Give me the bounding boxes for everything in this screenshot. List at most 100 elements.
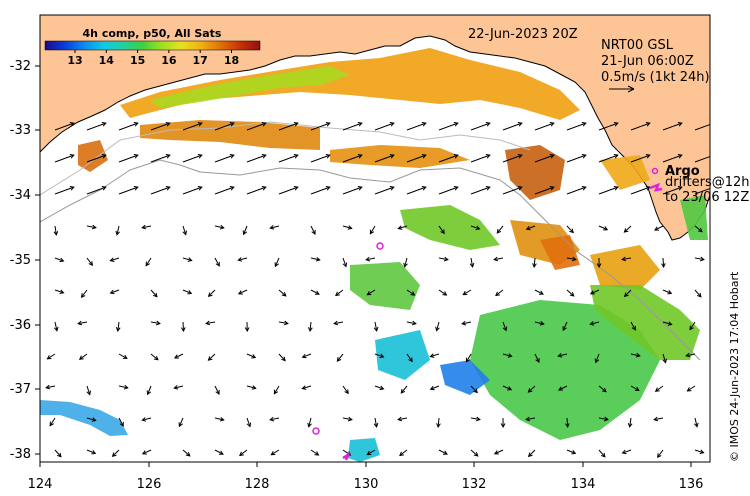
current-arrowhead <box>165 154 171 159</box>
current-arrowhead <box>623 228 629 233</box>
current-arrowhead <box>517 122 523 127</box>
current-arrowhead <box>273 389 279 395</box>
current-arrowhead <box>207 292 213 298</box>
current-arrow <box>470 225 480 230</box>
current-arrowhead <box>601 387 607 393</box>
current-arrow <box>470 449 479 457</box>
current-arrow <box>278 186 298 195</box>
current-arrowhead <box>594 358 600 364</box>
current-arrow <box>534 122 554 131</box>
current-arrow <box>502 385 512 391</box>
current-arrow <box>278 321 288 325</box>
current-arrowhead <box>440 229 445 235</box>
current-arrow <box>598 225 608 231</box>
date-label: 22-Jun-2023 20Z <box>468 27 578 42</box>
current-arrow <box>558 385 568 391</box>
current-arrowhead <box>635 352 641 358</box>
current-arrow <box>566 122 586 131</box>
current-arrow <box>86 186 106 195</box>
current-arrowhead <box>178 422 183 428</box>
current-arrow <box>686 353 696 357</box>
sst-patch <box>400 205 500 250</box>
longitude-axis: 124 126 128 130 132 134 136 <box>28 462 703 492</box>
current-arrow <box>214 225 224 229</box>
current-arrow <box>278 289 287 297</box>
current-arrow <box>438 289 447 296</box>
current-arrowhead <box>153 292 158 298</box>
current-arrow <box>238 289 248 295</box>
current-arrow <box>110 257 120 262</box>
current-arrow <box>310 257 320 261</box>
current-arrow <box>142 225 152 229</box>
current-arrowhead <box>603 416 609 422</box>
current-arrow <box>270 225 280 229</box>
current-arrowhead <box>496 228 502 234</box>
current-arrow <box>622 257 632 261</box>
current-arrowhead <box>133 154 139 159</box>
current-arrow <box>374 353 384 358</box>
sst-patch <box>590 245 660 290</box>
sst-patch <box>140 120 320 150</box>
current-arrowhead <box>197 154 203 159</box>
current-arrowhead <box>115 230 121 236</box>
current-arrowhead <box>146 390 152 396</box>
current-arrow <box>182 154 202 163</box>
current-vectors <box>45 122 710 459</box>
current-arrow <box>528 385 536 393</box>
current-arrow <box>310 122 330 131</box>
current-arrowhead <box>421 122 427 127</box>
sst-patch <box>40 400 128 436</box>
current-arrow <box>399 449 408 456</box>
current-arrowhead <box>141 450 147 455</box>
current-arrow <box>271 449 280 456</box>
current-arrowhead <box>314 290 320 295</box>
current-arrowhead <box>261 154 267 159</box>
current-arrow <box>502 353 512 357</box>
drifter-track <box>342 452 351 461</box>
current-arrow <box>142 417 152 421</box>
current-arrow <box>657 449 664 458</box>
current-arrowhead <box>77 320 83 326</box>
current-arrowhead <box>53 326 59 332</box>
current-arrowhead <box>366 450 372 456</box>
current-arrowhead <box>115 326 121 332</box>
current-arrowhead <box>631 325 636 331</box>
current-arrowhead <box>581 186 587 191</box>
sst-patch <box>350 262 420 310</box>
current-arrow <box>526 225 536 230</box>
lat-tick-label: -34 <box>10 188 31 203</box>
current-arrow <box>438 225 445 234</box>
current-arrow <box>174 353 184 359</box>
current-arrowhead <box>421 154 427 159</box>
current-arrow <box>54 186 74 195</box>
lon-tick-label: 128 <box>245 477 270 492</box>
sst-patch <box>600 155 650 190</box>
sst-patch <box>590 285 700 360</box>
current-arrowhead <box>49 421 54 427</box>
current-arrowhead <box>613 186 619 191</box>
current-arrow <box>174 385 184 389</box>
current-arrowhead <box>59 289 65 295</box>
current-arrow <box>145 257 152 266</box>
current-arrow <box>374 186 394 195</box>
current-arrowhead <box>270 450 276 456</box>
current-arrowhead <box>667 321 673 326</box>
current-arrowhead <box>325 154 331 159</box>
current-arrowhead <box>389 122 395 127</box>
scale-arrow <box>609 85 635 93</box>
current-arrowhead <box>589 321 595 326</box>
lon-tick-label: 134 <box>571 477 596 492</box>
current-arrow <box>406 353 413 362</box>
current-arrow <box>562 321 568 331</box>
current-arrow <box>566 154 586 163</box>
drifters-legend-label: drifters@12h <box>665 175 750 190</box>
plot-frame <box>39 14 711 463</box>
current-arrowhead <box>549 186 555 191</box>
current-arrow <box>655 385 664 392</box>
current-arrowhead <box>539 320 545 326</box>
current-arrow <box>86 257 93 266</box>
current-arrow <box>310 225 316 235</box>
current-arrowhead <box>421 186 427 191</box>
current-arrow <box>466 353 472 363</box>
current-arrow <box>630 186 650 195</box>
